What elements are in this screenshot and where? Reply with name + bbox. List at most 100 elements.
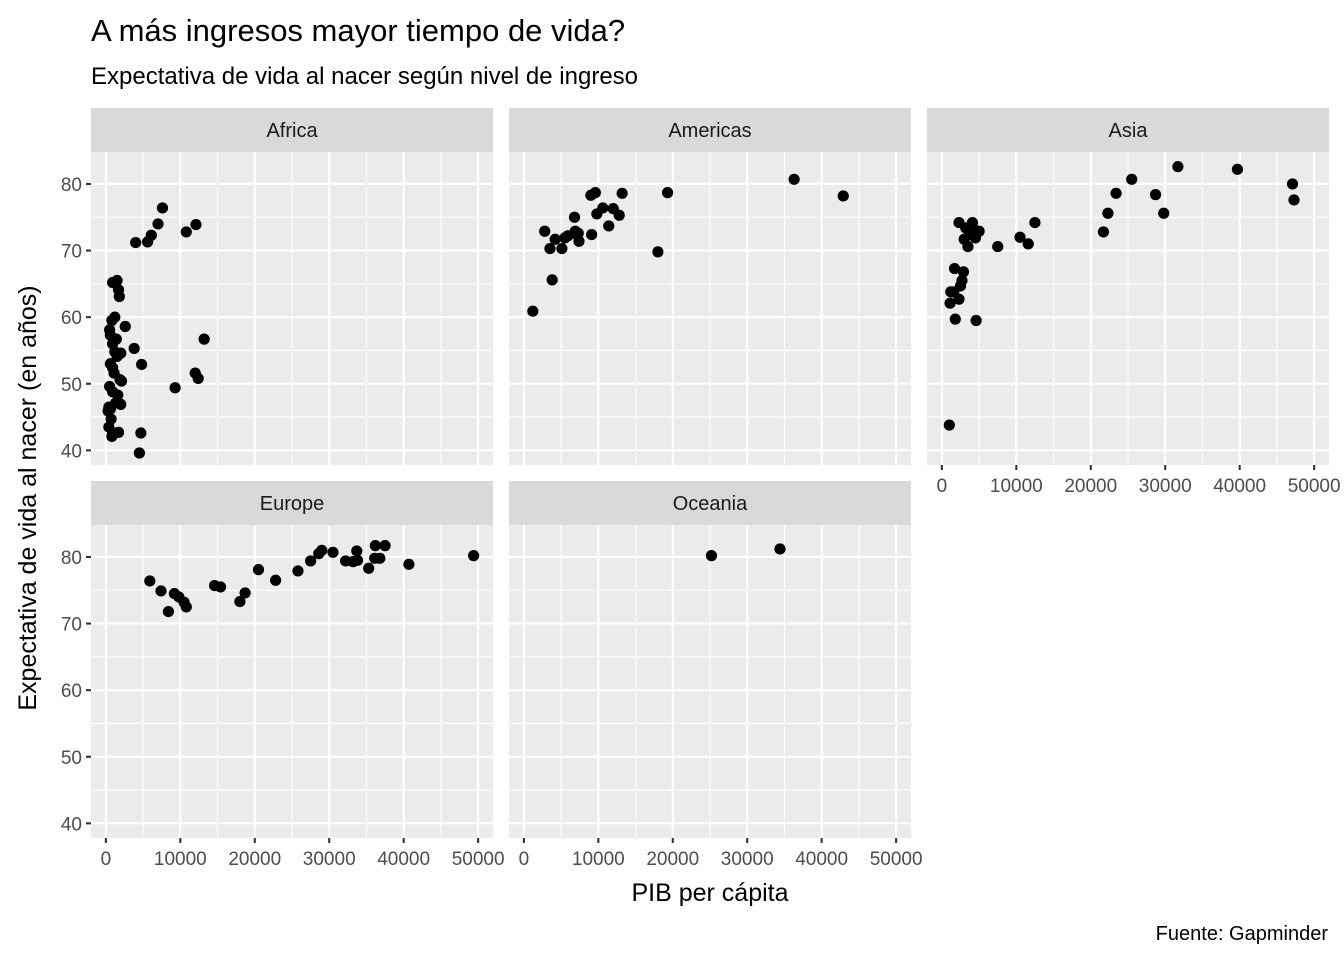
data-point — [133, 447, 145, 459]
data-point — [106, 430, 118, 442]
data-point — [305, 555, 317, 567]
data-point — [316, 544, 328, 556]
data-point — [616, 187, 628, 199]
data-point — [705, 550, 718, 562]
data-point — [1149, 189, 1162, 201]
x-tick-label: 20000 — [646, 849, 699, 870]
data-point — [1097, 226, 1110, 238]
facet-panels: Africa 40 50 60 70 80 Americas Asia 0 10000 20000 3… — [61, 108, 1341, 870]
data-point — [1172, 161, 1184, 173]
x-tick-label: 50000 — [452, 849, 505, 870]
x-tick-label: 50000 — [1288, 476, 1341, 497]
data-point — [180, 226, 192, 238]
data-point — [953, 293, 965, 305]
data-point — [214, 581, 227, 593]
data-point — [190, 218, 202, 231]
x-tick-label: 10000 — [572, 849, 625, 870]
data-point — [661, 187, 674, 199]
data-point — [111, 350, 123, 363]
x-tick-label: 20000 — [228, 849, 281, 870]
data-point — [1110, 187, 1122, 199]
data-point — [379, 540, 391, 552]
chart-subtitle: Expectativa de vida al nacer según nivel… — [91, 63, 638, 90]
data-point — [115, 375, 128, 387]
data-point — [119, 320, 131, 333]
x-tick-label: 10000 — [990, 476, 1043, 497]
data-point — [141, 236, 154, 248]
data-point — [113, 290, 125, 303]
data-point — [1286, 178, 1299, 190]
y-tick-label: 80 — [61, 548, 82, 569]
x-tick-label: 10000 — [154, 849, 207, 870]
data-point — [613, 209, 625, 221]
facet-strip — [509, 108, 911, 152]
data-point — [949, 313, 961, 325]
data-point — [788, 173, 800, 185]
data-point — [115, 398, 127, 410]
data-point — [774, 543, 786, 555]
x-tick-label: 0 — [519, 849, 530, 870]
x-tick-label: 30000 — [721, 849, 774, 870]
y-tick-label: 50 — [61, 748, 82, 769]
data-point — [546, 274, 558, 286]
data-point — [104, 403, 116, 415]
data-point — [539, 225, 551, 237]
facet-africa: Africa 40 50 60 70 80 — [61, 108, 493, 465]
data-point — [1102, 207, 1114, 219]
data-point — [162, 605, 175, 618]
x-tick-label: 50000 — [870, 849, 923, 870]
facet-strip-label: Americas — [668, 120, 751, 142]
facet-strip — [927, 108, 1329, 152]
data-point — [1288, 194, 1300, 206]
data-point — [962, 240, 974, 253]
facet-strip-label: Europe — [260, 493, 325, 515]
data-point — [1126, 173, 1138, 185]
data-point — [369, 540, 381, 552]
data-point — [252, 564, 265, 576]
x-tick-label: 0 — [937, 476, 948, 497]
data-point — [351, 554, 364, 566]
y-axis-title: Expectativa de vida al nacer (en años) — [14, 285, 42, 710]
data-point — [556, 242, 568, 255]
data-point — [180, 601, 192, 613]
data-point — [837, 190, 849, 202]
data-point — [1231, 163, 1244, 175]
data-point — [944, 297, 956, 309]
data-point — [156, 202, 169, 214]
data-point — [527, 305, 539, 317]
y-tick-label: 70 — [61, 242, 82, 263]
data-point — [130, 236, 142, 249]
chart-title: A más ingresos mayor tiempo de vida? — [91, 13, 625, 48]
data-point — [652, 246, 664, 258]
data-point — [589, 187, 601, 199]
facet-strip-label: Africa — [266, 120, 318, 142]
data-point — [948, 262, 961, 275]
data-point — [568, 211, 581, 223]
data-point — [1014, 231, 1026, 243]
y-tick-label: 40 — [61, 814, 82, 835]
data-point — [992, 240, 1004, 253]
x-tick-label: 30000 — [303, 849, 356, 870]
y-tick-label: 70 — [61, 615, 82, 636]
data-point — [1158, 207, 1170, 219]
data-point — [374, 552, 386, 564]
data-point — [106, 314, 118, 327]
data-point — [544, 242, 556, 255]
data-point — [136, 358, 148, 371]
facet-asia: Asia 0 10000 20000 30000 40000 50000 — [927, 108, 1341, 497]
chart-caption: Fuente: Gapminder — [1156, 923, 1329, 945]
data-point — [586, 228, 598, 241]
data-point — [957, 266, 970, 278]
data-point — [239, 587, 251, 599]
x-tick-label: 20000 — [1064, 476, 1117, 497]
facet-strip-label: Asia — [1109, 120, 1149, 142]
data-point — [956, 274, 968, 287]
data-point — [468, 550, 480, 562]
data-point — [155, 585, 167, 597]
facet-oceania: Oceania 0 10000 20000 30000 40000 50000 — [509, 481, 923, 870]
facet-americas: Americas — [509, 108, 911, 465]
y-tick-label: 50 — [61, 375, 82, 396]
data-point — [270, 574, 282, 586]
data-point — [1029, 216, 1041, 229]
y-tick-label: 60 — [61, 308, 82, 329]
